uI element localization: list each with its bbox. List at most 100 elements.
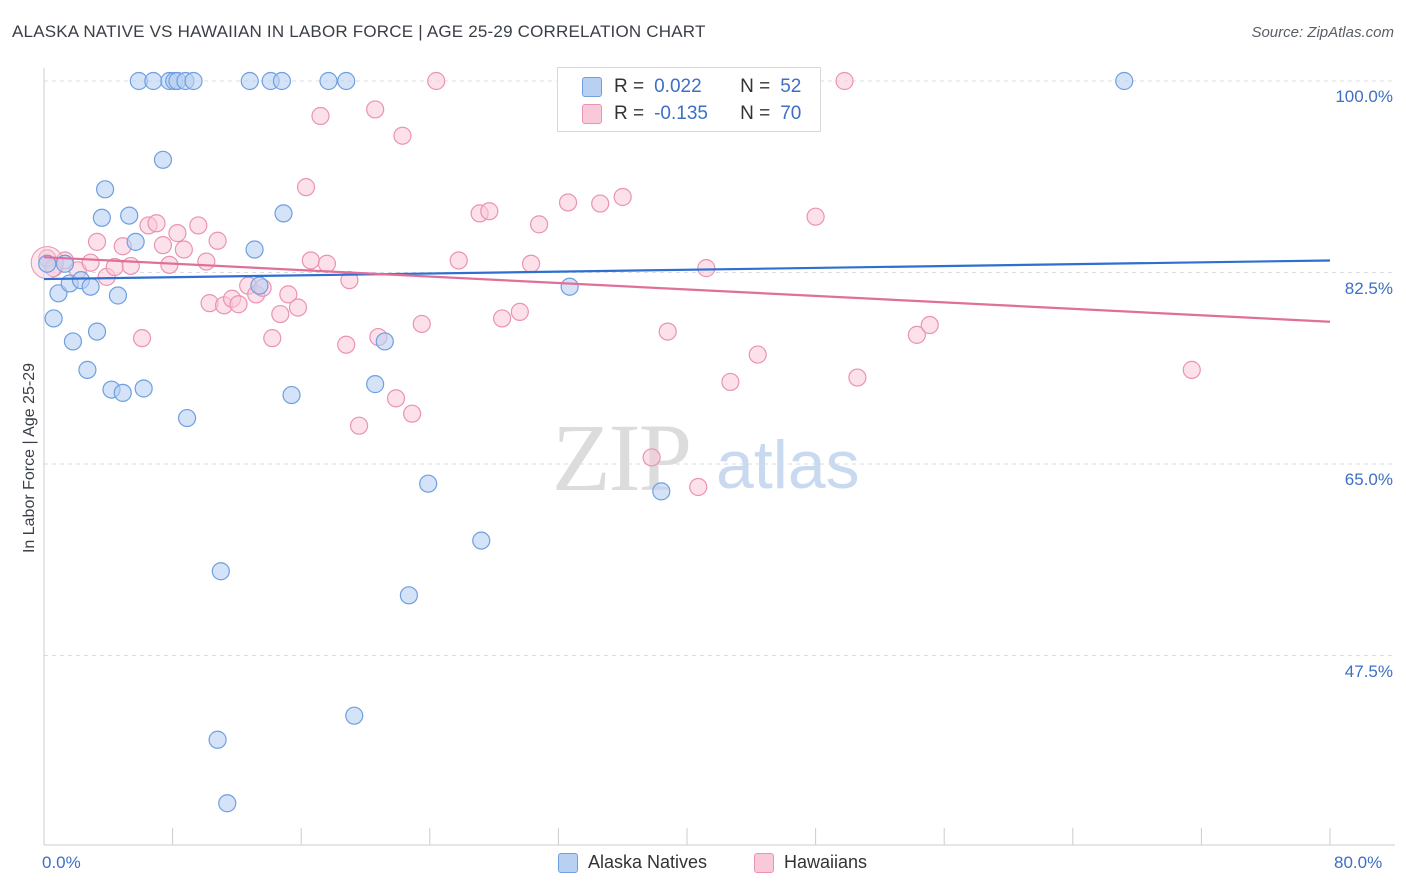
alaska-natives-point [87, 322, 107, 341]
alaska-natives-point [245, 240, 264, 259]
alaska-natives-point [144, 71, 163, 91]
legend-r-label: R = [614, 76, 645, 97]
hawaiians-point [81, 253, 100, 272]
alaska-natives-point [108, 286, 128, 305]
bottom-legend-hawaiians: Hawaiians [754, 852, 867, 873]
hawaiians-point [721, 372, 740, 392]
hawaiians-point [510, 302, 529, 321]
hawaiians-point [558, 193, 578, 212]
hawaiians-point [121, 256, 140, 276]
hawaiians-point [642, 448, 661, 467]
y-tick-label: 82.5% [1344, 278, 1393, 298]
alaska-natives-point [113, 383, 132, 402]
hawaiians-point [613, 187, 632, 207]
hawaiians-point [366, 100, 385, 119]
alaska-natives-point [184, 71, 203, 91]
hawaiians-point [229, 295, 248, 314]
source-credit: Source: ZipAtlas.com [1251, 24, 1394, 41]
hawaiians-point [189, 216, 208, 235]
alaska-natives-point [419, 474, 438, 493]
hawaiians-point [427, 71, 446, 91]
hawaiians-point [296, 178, 316, 197]
hawaiians-point [317, 254, 337, 273]
alaska-natives-point [399, 586, 419, 605]
hawaiians-point [279, 285, 298, 304]
alaska-natives-point [272, 71, 292, 91]
bottom-legend-label: Alaska Natives [588, 852, 708, 872]
alaska-natives-point [208, 730, 227, 749]
alaska-natives-point [81, 277, 100, 296]
hawaiians-point [835, 71, 854, 91]
legend-r-value: -0.135 [654, 103, 708, 124]
hawaiians-point [412, 314, 431, 334]
alaska-natives-point [44, 309, 63, 328]
watermark-atlas: atlas [716, 427, 860, 503]
alaska-natives-point [652, 482, 671, 501]
hawaiians-point [197, 252, 216, 271]
alaska-natives-trend-line [43, 259, 1331, 281]
hawaiians-point [393, 126, 412, 145]
alaska-natives-point [375, 332, 394, 351]
bottom-legend-swatch-blue [558, 852, 578, 873]
alaska-natives-point [282, 385, 301, 405]
hawaiians-point [337, 335, 356, 354]
alaska-natives-point [177, 408, 197, 428]
axes [43, 68, 1395, 846]
hawaiians-point [208, 231, 227, 250]
alaska-natives-point [78, 360, 97, 379]
alaska-natives-point [120, 206, 139, 225]
hawaiians-point [530, 215, 549, 234]
legend-r-label: R = [614, 103, 645, 124]
alaska-natives-point [337, 71, 356, 91]
hawaiians-trend-line [43, 256, 1331, 323]
x-tick-label-min: 0.0% [42, 853, 81, 872]
alaska-natives-point [92, 208, 111, 227]
hawaiians-point [168, 224, 187, 243]
hawaiians-point [174, 240, 193, 259]
hawaiians-point [748, 345, 767, 364]
y-tick-label: 100.0% [1335, 87, 1393, 106]
alaska-natives-point [240, 71, 259, 91]
trend-lines [43, 256, 1331, 323]
alaska-natives-points [38, 71, 1134, 813]
alaska-natives-point [319, 71, 338, 91]
hawaiians-points [30, 71, 1201, 497]
hawaiians-point [591, 194, 610, 213]
hawaiians-point [288, 298, 308, 317]
x-tick-label-max: 80.0% [1334, 853, 1383, 872]
hawaiians-point [147, 214, 166, 233]
bottom-legend-alaska: Alaska Natives [558, 852, 707, 873]
legend-n-value: 70 [780, 103, 802, 124]
legend-swatch-blue [582, 77, 602, 97]
hawaiians-point [301, 251, 320, 270]
alaska-natives-point [472, 531, 491, 550]
hawaiians-point [848, 368, 867, 387]
legend-row-alaska: R = 0.022 N = 52 [582, 75, 801, 99]
hawaiians-point [311, 106, 330, 126]
chart-title: ALASKA NATIVE VS HAWAIIAN IN LABOR FORCE… [12, 22, 706, 41]
hawaiians-point [271, 304, 290, 324]
hawaiians-point [689, 477, 708, 497]
y-tick-label: 47.5% [1344, 661, 1393, 681]
legend-swatch-pink [582, 104, 602, 124]
alaska-natives-point [274, 204, 293, 223]
legend-n-value: 52 [780, 76, 802, 97]
alaska-natives-point [63, 332, 83, 351]
alaska-natives-point [211, 562, 230, 581]
legend-n-label: N = [740, 76, 771, 97]
hawaiians-point [658, 322, 677, 341]
y-axis-label: In Labor Force | Age 25-29 [21, 362, 38, 554]
hawaiians-point [806, 207, 825, 226]
bottom-legend-label: Hawaiians [784, 852, 868, 872]
hawaiians-point [449, 251, 468, 270]
hawaiians-point [920, 315, 939, 335]
y-tick-label: 65.0% [1344, 470, 1393, 489]
alaska-natives-point [153, 150, 173, 169]
stats-legend: R = 0.022 N = 52 R = -0.135 N = 70 [557, 67, 821, 132]
legend-n-label: N = [740, 103, 771, 124]
hawaiians-point [153, 236, 173, 255]
alaska-natives-point [95, 180, 115, 199]
hawaiians-point [697, 259, 716, 278]
alaska-natives-point [134, 379, 153, 398]
alaska-natives-point [250, 276, 269, 295]
